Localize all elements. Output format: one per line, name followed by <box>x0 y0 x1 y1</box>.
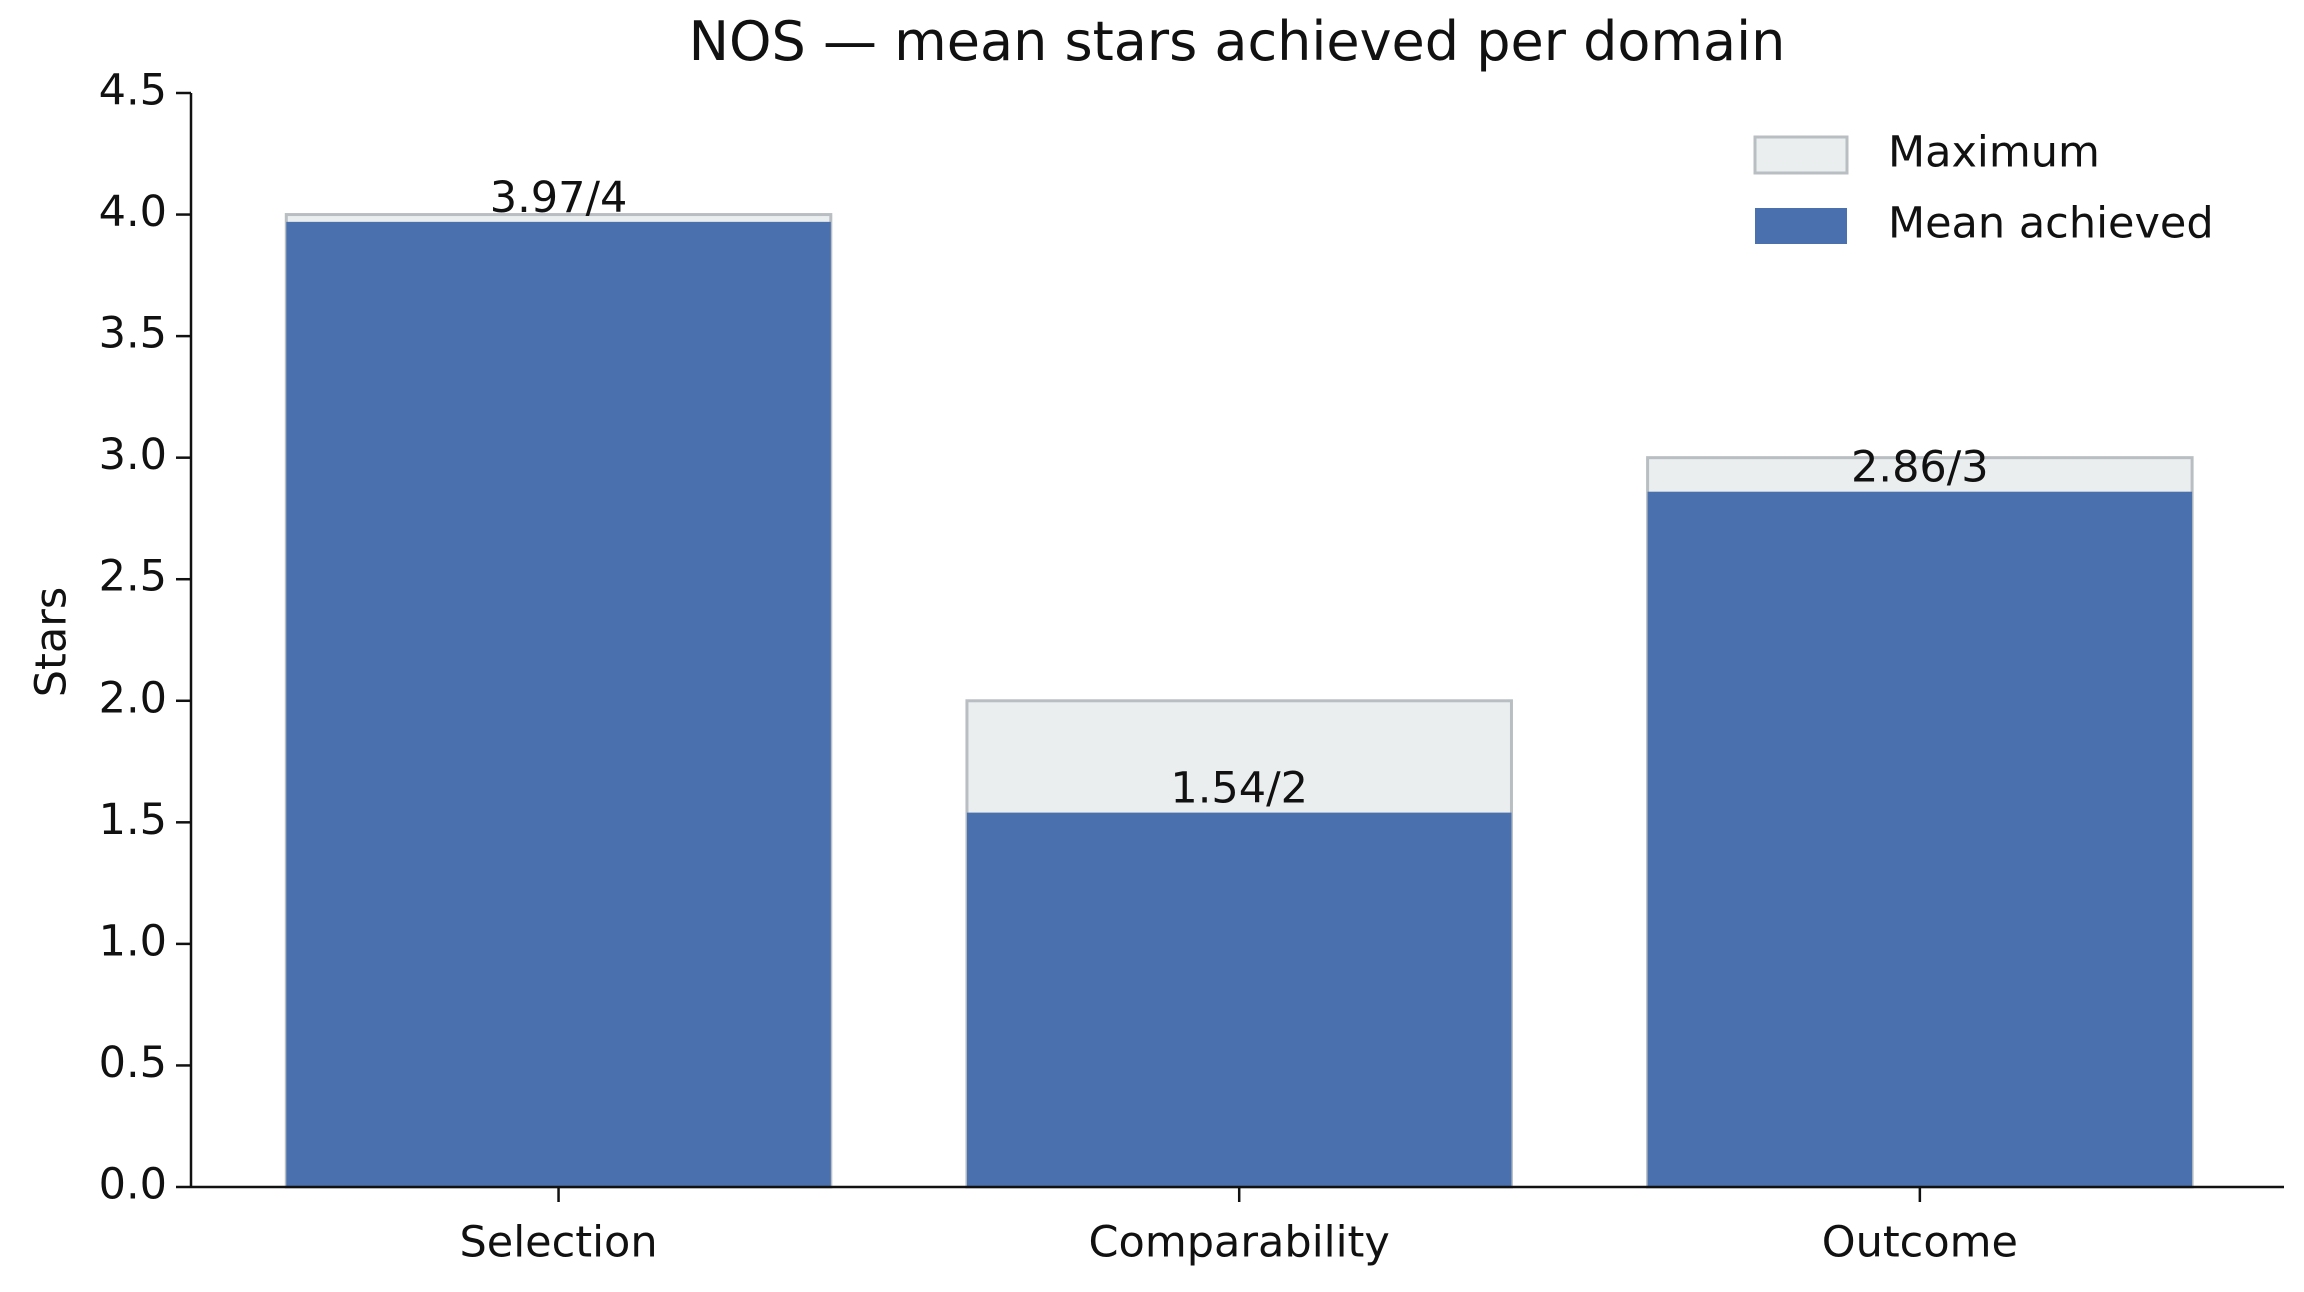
bar <box>286 221 831 1188</box>
y-axis-label: Stars <box>27 587 77 698</box>
y-tick-label: 2.5 <box>99 552 167 602</box>
legend-swatch <box>1753 135 1849 175</box>
data-label: 1.54/2 <box>1170 764 1308 814</box>
legend-label: Mean achieved <box>1888 199 2214 249</box>
legend-swatch <box>1755 208 1847 244</box>
y-tick-label: 0.0 <box>99 1160 167 1210</box>
data-label: 2.86/3 <box>1851 443 1989 493</box>
bar <box>1647 491 2193 1187</box>
x-tick-label: Comparability <box>1089 1218 1390 1268</box>
x-tick-label: Selection <box>459 1218 657 1268</box>
data-label: 3.97/4 <box>490 173 628 223</box>
chart-title: NOS — mean stars achieved per domain <box>689 10 1786 73</box>
y-tick-label: 1.0 <box>99 916 167 966</box>
bar <box>966 812 1512 1187</box>
x-tick-label: Outcome <box>1822 1218 2018 1268</box>
legend-label: Maximum <box>1888 128 2100 178</box>
y-tick-label: 4.5 <box>99 66 167 116</box>
y-tick-label: 3.5 <box>99 309 167 359</box>
y-tick-label: 4.0 <box>99 187 167 237</box>
y-tick-label: 1.5 <box>99 795 167 845</box>
y-tick-label: 0.5 <box>99 1038 167 1088</box>
y-tick-label: 3.0 <box>99 430 167 480</box>
y-tick-label: 2.0 <box>99 673 167 723</box>
